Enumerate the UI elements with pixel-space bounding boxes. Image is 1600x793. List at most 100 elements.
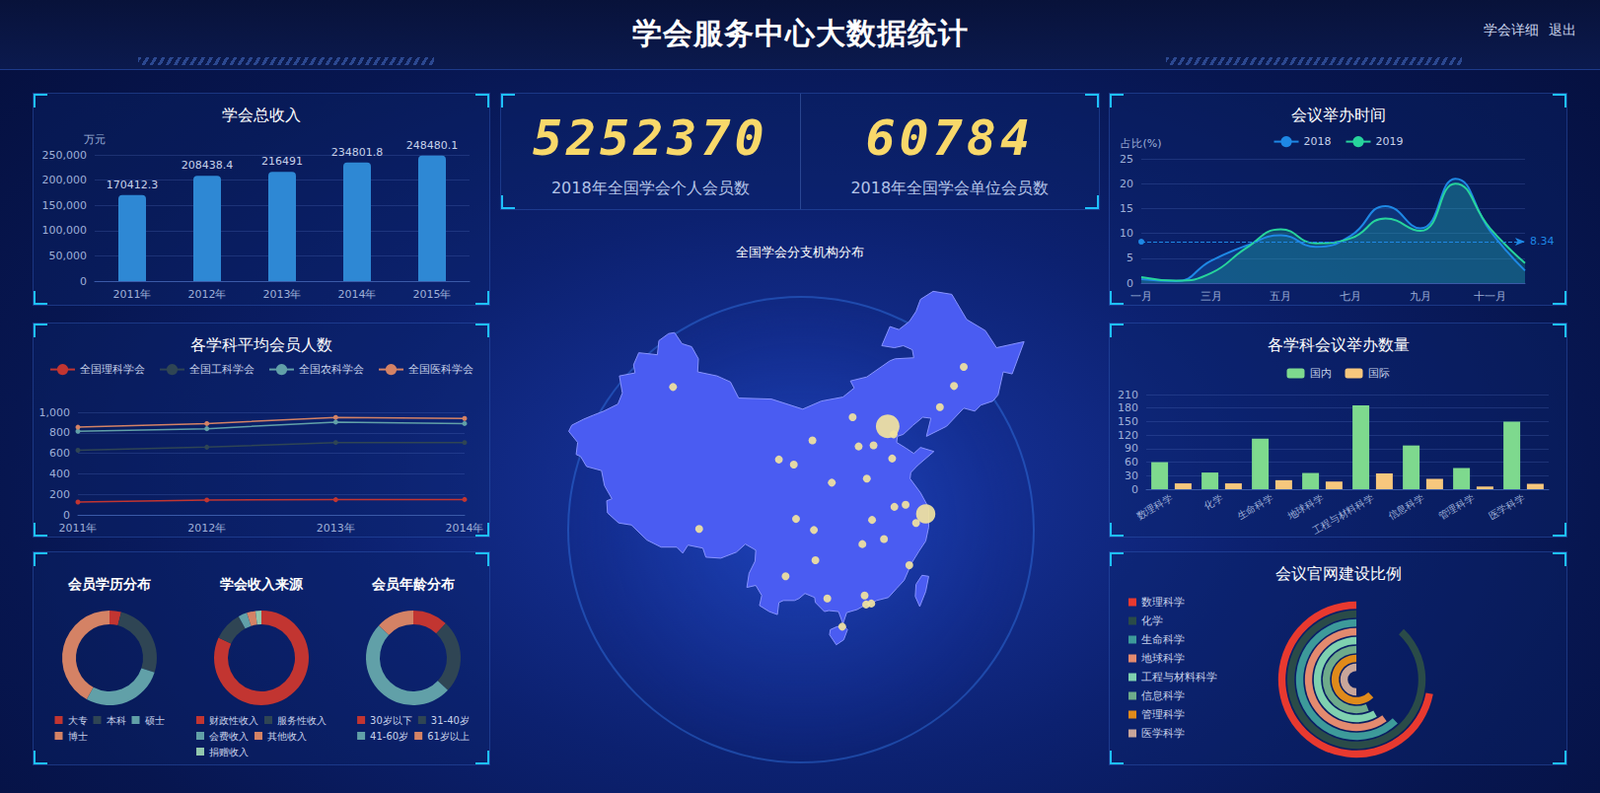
svg-text:2014年: 2014年 — [445, 521, 485, 535]
svg-text:会费收入: 会费收入 — [209, 730, 249, 742]
svg-text:化学: 化学 — [1141, 614, 1164, 628]
svg-text:数理科学: 数理科学 — [1141, 595, 1185, 609]
svg-text:250,000: 250,000 — [42, 148, 88, 162]
svg-text:三月: 三月 — [1200, 290, 1223, 303]
svg-text:捐赠收入: 捐赠收入 — [209, 746, 249, 758]
svg-text:全国工科学会: 全国工科学会 — [189, 363, 255, 376]
svg-text:170412.3: 170412.3 — [106, 178, 159, 192]
svg-text:全国学会分支机构分布: 全国学会分支机构分布 — [735, 244, 865, 260]
svg-text:90: 90 — [1124, 441, 1139, 455]
svg-text:5: 5 — [1126, 251, 1134, 265]
svg-text:其他收入: 其他收入 — [267, 730, 307, 742]
svg-text:会议举办时间: 会议举办时间 — [1291, 105, 1386, 125]
svg-text:学会收入来源: 学会收入来源 — [219, 576, 304, 592]
svg-text:全国农科学会: 全国农科学会 — [298, 363, 364, 376]
html-text:2018年全国学会个人会员数: 2018年全国学会个人会员数 — [551, 178, 750, 198]
svg-text:生命科学: 生命科学 — [1141, 633, 1185, 647]
svg-text:0: 0 — [1126, 277, 1134, 291]
svg-text:31-40岁: 31-40岁 — [431, 715, 470, 727]
svg-text:全国医科学会: 全国医科学会 — [408, 363, 474, 376]
svg-text:万元: 万元 — [83, 133, 106, 146]
svg-text:60: 60 — [1124, 455, 1139, 469]
svg-text:180: 180 — [1117, 401, 1139, 415]
svg-text:占比(%): 占比(%) — [1120, 137, 1162, 150]
svg-text:信息科学: 信息科学 — [1385, 492, 1426, 522]
svg-text:硕士: 硕士 — [144, 715, 165, 727]
svg-text:2013年: 2013年 — [263, 288, 302, 301]
svg-text:2018: 2018 — [1304, 135, 1332, 148]
html-text:60784: 60784 — [865, 109, 1034, 167]
svg-text:216491: 216491 — [261, 154, 303, 168]
svg-text:医学科学: 医学科学 — [1486, 492, 1527, 522]
svg-text:2019: 2019 — [1376, 135, 1404, 148]
svg-text:会议官网建设比例: 会议官网建设比例 — [1275, 564, 1402, 583]
svg-text:2012年: 2012年 — [188, 288, 227, 301]
svg-text:管理科学: 管理科学 — [1436, 492, 1476, 522]
svg-text:一月: 一月 — [1130, 290, 1153, 303]
svg-text:2012年: 2012年 — [187, 521, 226, 535]
svg-text:工程与材料科学: 工程与材料科学 — [1141, 670, 1218, 684]
svg-text:医学科学: 医学科学 — [1141, 727, 1185, 740]
svg-text:全国理科学会: 全国理科学会 — [79, 363, 146, 376]
svg-text:国内: 国内 — [1309, 366, 1332, 380]
svg-text:会员年龄分布: 会员年龄分布 — [370, 576, 455, 592]
svg-text:管理科学: 管理科学 — [1141, 708, 1185, 722]
svg-text:生命科学: 生命科学 — [1235, 492, 1275, 522]
svg-text:财政性收入: 财政性收入 — [209, 715, 259, 727]
svg-text:服务性收入: 服务性收入 — [277, 715, 327, 727]
svg-text:100,000: 100,000 — [42, 223, 88, 237]
svg-text:50,000: 50,000 — [49, 249, 88, 263]
svg-text:各学科平均会员人数: 各学科平均会员人数 — [190, 335, 333, 355]
svg-text:10: 10 — [1119, 226, 1134, 240]
svg-text:博士: 博士 — [68, 730, 88, 742]
svg-text:九月: 九月 — [1409, 290, 1432, 303]
svg-text:150,000: 150,000 — [42, 199, 88, 213]
svg-text:五月: 五月 — [1269, 290, 1292, 303]
svg-text:150: 150 — [1117, 415, 1139, 429]
html-text:5252370: 5252370 — [532, 109, 769, 167]
svg-text:国际: 国际 — [1368, 366, 1390, 380]
svg-text:200,000: 200,000 — [42, 173, 88, 187]
svg-text:数理科学: 数理科学 — [1134, 492, 1174, 522]
svg-text:工程与材料科学: 工程与材料科学 — [1309, 492, 1376, 537]
svg-text:2015年: 2015年 — [413, 288, 452, 301]
svg-text:25: 25 — [1119, 152, 1134, 166]
svg-text:1,000: 1,000 — [39, 406, 72, 420]
svg-text:30: 30 — [1124, 469, 1139, 483]
svg-text:十一月: 十一月 — [1473, 290, 1507, 303]
svg-text:0: 0 — [63, 509, 71, 522]
svg-text:0: 0 — [1131, 483, 1139, 497]
svg-text:2011年: 2011年 — [113, 288, 152, 301]
html-text:学会服务中心大数据统计: 学会服务中心大数据统计 — [631, 15, 969, 51]
svg-text:30岁以下: 30岁以下 — [369, 715, 413, 727]
svg-text:化学: 化学 — [1201, 492, 1225, 512]
svg-text:15: 15 — [1119, 202, 1134, 216]
svg-text:0: 0 — [79, 275, 87, 289]
svg-text:208438.4: 208438.4 — [181, 158, 234, 172]
svg-text:600: 600 — [49, 446, 71, 460]
svg-text:200: 200 — [49, 488, 71, 502]
svg-text:8.34: 8.34 — [1529, 234, 1555, 248]
svg-text:41-60岁: 41-60岁 — [369, 730, 409, 742]
svg-text:地球科学: 地球科学 — [1284, 492, 1325, 522]
svg-text:234801.8: 234801.8 — [331, 145, 384, 159]
svg-text:800: 800 — [49, 426, 71, 439]
svg-text:本科: 本科 — [106, 715, 127, 727]
svg-text:2013年: 2013年 — [316, 521, 356, 535]
svg-text:400: 400 — [49, 467, 71, 481]
svg-text:七月: 七月 — [1339, 290, 1362, 303]
svg-text:120: 120 — [1117, 429, 1139, 442]
svg-text:各学科会议举办数量: 各学科会议举办数量 — [1267, 335, 1410, 355]
svg-text:210: 210 — [1117, 388, 1139, 402]
svg-text:会员学历分布: 会员学历分布 — [67, 576, 151, 592]
svg-text:2011年: 2011年 — [59, 521, 98, 535]
svg-text:学会总收入: 学会总收入 — [221, 105, 301, 125]
html-text:2018年全国学会单位会员数: 2018年全国学会单位会员数 — [850, 178, 1049, 198]
svg-text:61岁以上: 61岁以上 — [427, 730, 470, 742]
svg-text:地球科学: 地球科学 — [1140, 652, 1185, 665]
svg-text:20: 20 — [1119, 177, 1134, 191]
svg-text:信息科学: 信息科学 — [1141, 689, 1185, 703]
svg-text:248480.1: 248480.1 — [406, 139, 459, 152]
svg-text:2014年: 2014年 — [338, 288, 377, 301]
svg-text:大专: 大专 — [68, 715, 88, 727]
